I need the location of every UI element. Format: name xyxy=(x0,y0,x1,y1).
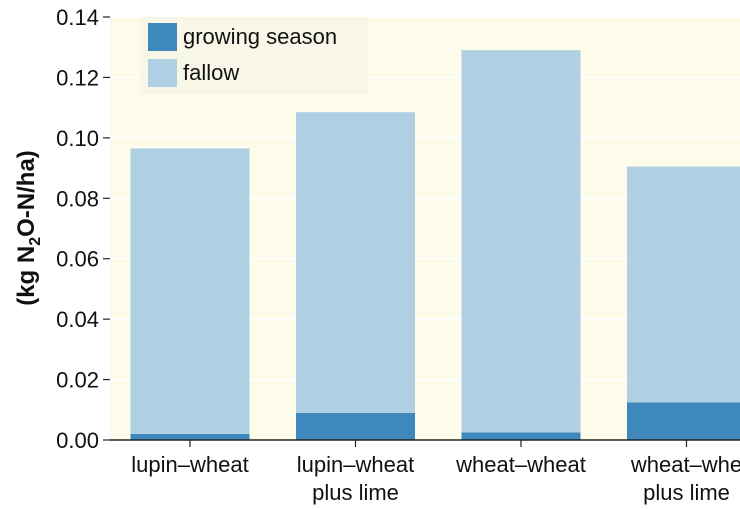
y-axis-label-prefix: (kg N xyxy=(13,246,40,306)
y-tick-label: 0.04 xyxy=(56,307,99,332)
y-axis-ticks: 0.00 0.02 0.04 0.06 0.08 0.10 0.12 0.14 xyxy=(56,5,110,453)
legend-box xyxy=(140,17,368,94)
y-axis-label-suffix: O-N/ha) xyxy=(13,150,40,237)
x-category-label: lupin–wheat xyxy=(131,452,248,477)
bar-fallow-3 xyxy=(461,50,581,433)
y-tick-label: 0.08 xyxy=(56,186,99,211)
bar-growing-season-2 xyxy=(296,412,415,440)
x-category-label: wheat–whe xyxy=(630,452,740,477)
bar-fallow-2 xyxy=(296,112,415,413)
y-tick-label: 0.14 xyxy=(56,5,99,30)
legend-label: growing season xyxy=(183,24,337,49)
y-tick-label: 0.10 xyxy=(56,126,99,151)
x-category-label: plus lime xyxy=(643,480,730,505)
legend-swatch xyxy=(148,23,177,51)
y-axis-label: (kg N2O-N/ha) xyxy=(13,150,44,306)
x-axis-categories: lupin–wheat lupin–wheat plus lime wheat–whe… xyxy=(131,440,740,505)
legend-label: fallow xyxy=(183,60,239,85)
legend: growing season fallow xyxy=(140,17,368,94)
bar-growing-season-4 xyxy=(627,402,740,440)
x-category-label: plus lime xyxy=(312,480,399,505)
y-tick-label: 0.02 xyxy=(56,368,99,393)
y-tick-label: 0.00 xyxy=(56,428,99,453)
legend-swatch xyxy=(148,59,177,87)
bar-growing-season-3 xyxy=(461,432,581,440)
y-tick-label: 0.12 xyxy=(56,65,99,90)
bar-fallow-1 xyxy=(130,148,250,434)
x-category-label: wheat–wheat xyxy=(455,452,586,477)
y-tick-label: 0.06 xyxy=(56,247,99,272)
bar-growing-season-1 xyxy=(130,433,250,440)
x-category-label: lupin–wheat xyxy=(297,452,414,477)
bar-fallow-4 xyxy=(627,166,740,403)
y-axis-label-subscript: 2 xyxy=(27,237,44,246)
bars xyxy=(130,50,740,440)
